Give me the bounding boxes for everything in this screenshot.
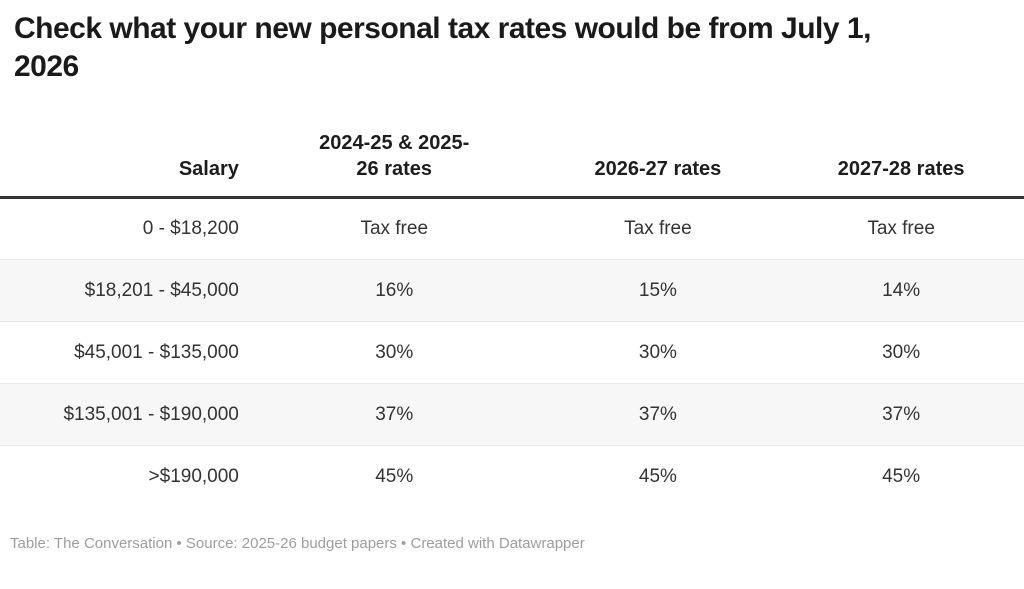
table-row: >$190,000 45% 45% 45% xyxy=(0,445,1024,508)
column-header-rates-2026-27: 2026-27 rates xyxy=(537,130,779,199)
table-row: $18,201 - $45,000 16% 15% 14% xyxy=(0,259,1024,322)
page-title: Check what your new personal tax rates w… xyxy=(14,12,871,83)
rate-cell: 45% xyxy=(250,445,538,508)
header-row: Salary 2024-25 & 2025-26 rates 2026-27 r… xyxy=(0,130,1024,199)
rate-cell: Tax free xyxy=(624,218,692,239)
rate-cell: 30% xyxy=(250,321,538,384)
table-row: $45,001 - $135,000 30% 30% 30% xyxy=(0,321,1024,384)
table-body: 0 - $18,200 Tax free Tax free Tax free $… xyxy=(0,198,1024,508)
column-header-rates-2024-26-label: 2024-25 & 2025-26 rates xyxy=(319,132,470,180)
salary-cell: $45,001 - $135,000 xyxy=(0,321,251,384)
salary-cell: 0 - $18,200 xyxy=(142,218,239,239)
salary-cell: $18,201 - $45,000 xyxy=(0,259,251,322)
rate-cell: 45% xyxy=(778,445,1024,508)
table-row: 0 - $18,200 Tax free Tax free Tax free xyxy=(0,198,1024,260)
rate-cell: 37% xyxy=(778,383,1024,446)
rate-cell: 30% xyxy=(778,321,1024,384)
table-row: $135,001 - $190,000 37% 37% 37% xyxy=(0,383,1024,446)
salary-cell: >$190,000 xyxy=(0,445,251,508)
column-header-rates-2027-28: 2027-28 rates xyxy=(778,130,1024,199)
rate-cell: 16% xyxy=(250,259,538,322)
rate-cell: Tax free xyxy=(867,218,935,239)
attribution-footer: Table: The Conversation • Source: 2025-2… xyxy=(10,534,585,552)
rate-cell: 14% xyxy=(778,259,1024,322)
rate-cell: Tax free xyxy=(360,218,429,239)
rate-cell: 37% xyxy=(250,383,538,446)
rate-cell: 30% xyxy=(537,321,779,384)
rate-cell: 15% xyxy=(537,259,779,322)
column-header-salary: Salary xyxy=(0,130,251,199)
salary-cell: $135,001 - $190,000 xyxy=(0,383,251,446)
rate-cell: 45% xyxy=(537,445,779,508)
column-header-rates-2024-26: 2024-25 & 2025-26 rates xyxy=(250,130,538,199)
rate-cell: 37% xyxy=(537,383,779,446)
table-header: Salary 2024-25 & 2025-26 rates 2026-27 r… xyxy=(0,130,1024,199)
tax-rates-table: Salary 2024-25 & 2025-26 rates 2026-27 r… xyxy=(0,130,1024,508)
